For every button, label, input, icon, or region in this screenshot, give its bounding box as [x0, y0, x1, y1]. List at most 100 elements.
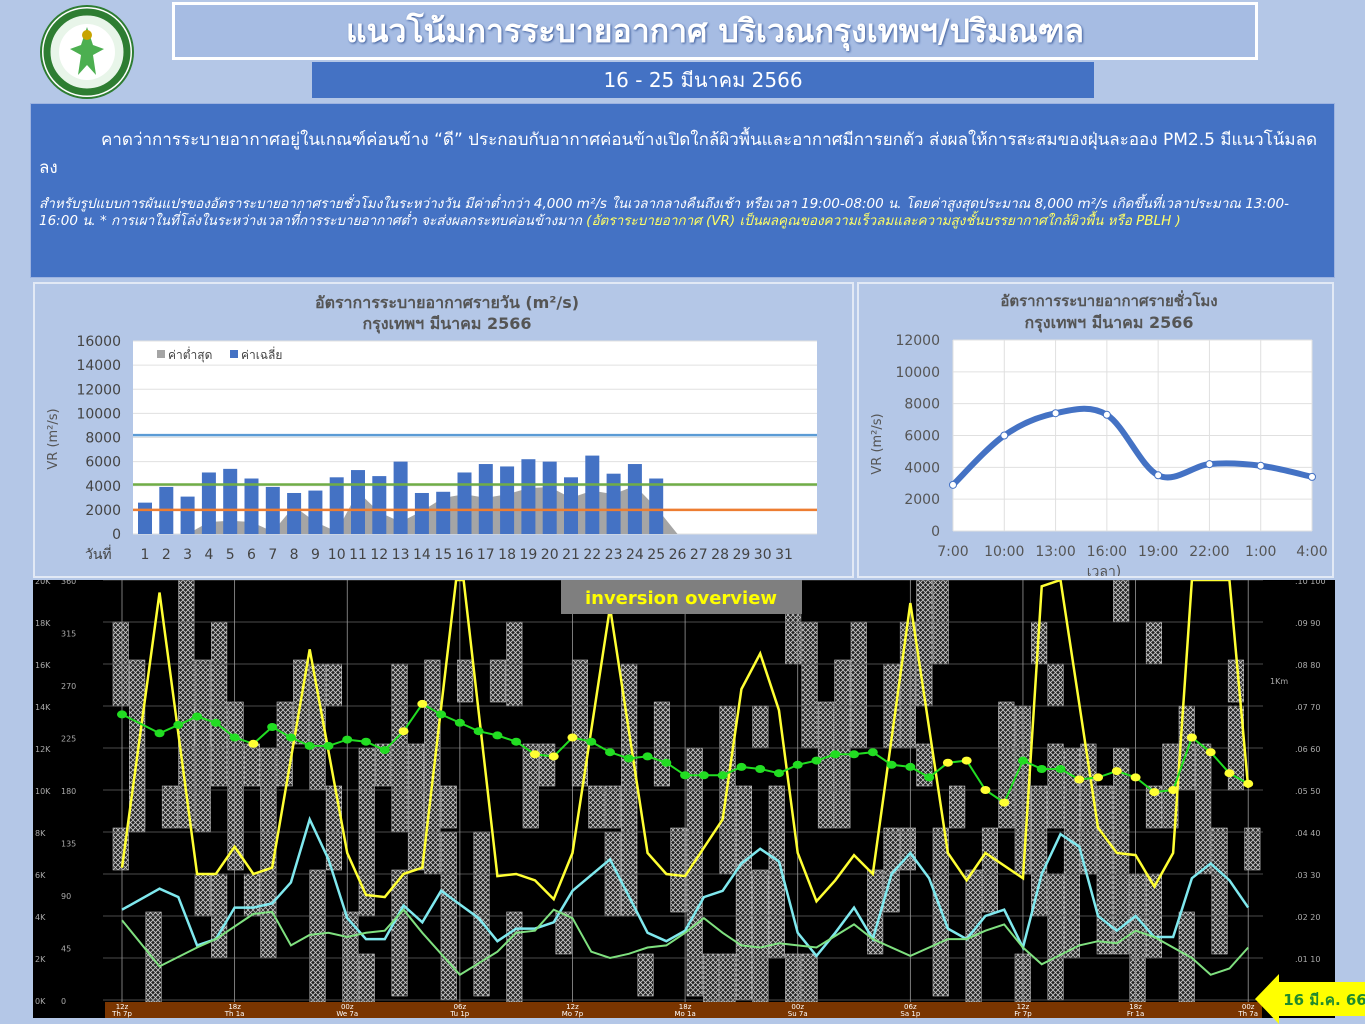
- data-point: [942, 758, 953, 767]
- x-axis-label: วันที่: [85, 545, 112, 563]
- direction-tick-label: 225: [61, 735, 76, 744]
- daily-vr-chart: อัตราการระบายอากาศรายวัน (m²/s) กรุงเทพฯ …: [46, 293, 817, 563]
- data-point-19:00: [1154, 471, 1163, 480]
- right-axis-label: 1Km: [1270, 677, 1288, 686]
- cloud-column: [440, 785, 457, 829]
- light-green-line: [121, 908, 1249, 977]
- cloud-column: [506, 911, 523, 1003]
- avg-bar-day-18: [500, 466, 515, 534]
- x-tick-label: 31: [775, 547, 793, 563]
- cloud-column: [457, 659, 474, 703]
- cloud-column: [407, 743, 425, 871]
- direction-tick-label: 180: [61, 787, 76, 796]
- data-point: [567, 733, 578, 742]
- hourly-vr-chart-panel: อัตราการระบายอากาศรายชั่วโมง กรุงเทพฯ มีน…: [857, 282, 1334, 580]
- x-tick-label: 7: [268, 547, 277, 563]
- data-point: [1111, 767, 1122, 776]
- data-point: [379, 746, 390, 755]
- avg-bar-day-22: [585, 455, 600, 534]
- cloud-column: [309, 869, 326, 1003]
- cloud-column: [243, 743, 260, 787]
- x-tick-label: 6: [247, 547, 256, 563]
- x-tick-label: 9: [311, 547, 320, 563]
- legend-min-label: ค่าต่ำสุด: [168, 346, 212, 363]
- data-point: [1149, 788, 1160, 797]
- x-tick-label: 4:00: [1296, 544, 1327, 560]
- direction-tick-label: 45: [61, 945, 71, 954]
- cloud-column: [949, 785, 966, 829]
- cloud-column: [358, 789, 375, 917]
- cloud-column: [801, 621, 818, 749]
- cloud-column: [637, 953, 654, 997]
- data-point: [717, 771, 728, 780]
- x-tick-label: 24: [626, 547, 644, 563]
- cloud-column: [998, 705, 1015, 749]
- data-point: [342, 735, 353, 744]
- cloud-column: [161, 785, 178, 829]
- height-tick-label: 4K: [35, 913, 46, 922]
- cloud-column: [752, 705, 769, 749]
- data-point: [323, 741, 334, 750]
- data-point: [1168, 786, 1179, 794]
- right-tick-label: .04 40: [1295, 829, 1320, 838]
- cloud-column: [1031, 789, 1048, 917]
- cloud-column: [653, 701, 671, 787]
- height-tick-label: 8K: [35, 829, 46, 838]
- avg-bar-day-14: [414, 492, 429, 534]
- x-tick-label: 13:00: [1035, 544, 1075, 560]
- cloud-column: [112, 827, 129, 871]
- cloud-column: [850, 621, 867, 749]
- cloud-column: [588, 785, 605, 829]
- y-tick-label: 16000: [76, 334, 121, 350]
- daily-vr-chart-panel: อัตราการระบายอากาศรายวัน (m²/s) กรุงเทพฯ …: [33, 282, 854, 578]
- avg-bar-day-8: [287, 492, 302, 534]
- data-point: [905, 762, 916, 771]
- height-tick-label: 6K: [35, 871, 46, 880]
- cloud-column: [834, 659, 851, 829]
- cloud-column: [243, 873, 260, 917]
- cloud-column: [1113, 827, 1130, 955]
- cloud-column: [1227, 659, 1244, 703]
- cyan-line: [121, 815, 1250, 958]
- x-tick-label: 25: [647, 547, 665, 563]
- x-tick-label: 1: [141, 547, 150, 563]
- cloud-column: [768, 831, 785, 959]
- data-point: [154, 729, 165, 738]
- right-tick-label: .02 20: [1295, 913, 1320, 922]
- x-tick-label: 3: [183, 547, 192, 563]
- data-point: [173, 720, 184, 729]
- x-tick-label: 21: [562, 547, 580, 563]
- cloud-column: [670, 827, 687, 913]
- cloud-column: [735, 873, 753, 1001]
- y-tick-label: 0: [931, 524, 940, 540]
- cloud-column: [227, 701, 244, 871]
- cloud-column: [522, 743, 539, 829]
- data-point: [1017, 756, 1028, 765]
- data-point: [792, 760, 803, 769]
- data-point-16:00: [1102, 410, 1111, 419]
- data-point: [492, 731, 503, 740]
- avg-bar-day-16: [457, 472, 472, 534]
- inversion-overview-chart: 0K 2K 4K 6K 8K 10K 12K 14K 16K 18K 20K 0 45 90 135 180 2…: [35, 577, 1326, 1018]
- data-point: [1186, 733, 1197, 742]
- data-point: [999, 798, 1010, 807]
- x-tick-label: 19:00: [1138, 544, 1178, 560]
- timeline-tick-top: 00z: [1242, 1003, 1255, 1011]
- y-axis-label: VR (m²/s): [870, 413, 885, 474]
- data-point: [755, 765, 766, 773]
- height-tick-label: 16K: [35, 661, 51, 670]
- y-tick-label: 6000: [904, 429, 940, 445]
- height-tick-label: 20K: [35, 580, 51, 586]
- avg-bar-day-12: [372, 476, 387, 534]
- cloud-column: [555, 911, 572, 955]
- timeline-tick-bottom: Fr 1a: [1127, 1010, 1144, 1018]
- timeline-tick-bottom: Th 7p: [111, 1010, 132, 1018]
- timeline-tick-bottom: Mo 1a: [674, 1010, 695, 1018]
- timeline-tick-bottom: Sa 1p: [900, 1010, 920, 1018]
- y-tick-label: 4000: [85, 479, 121, 495]
- chart-title: อัตราการระบายอากาศรายชั่วโมง: [1000, 290, 1217, 310]
- cloud-column: [473, 869, 490, 997]
- timeline-tick-top: 12z: [116, 1003, 129, 1011]
- cloud-column: [1244, 827, 1261, 871]
